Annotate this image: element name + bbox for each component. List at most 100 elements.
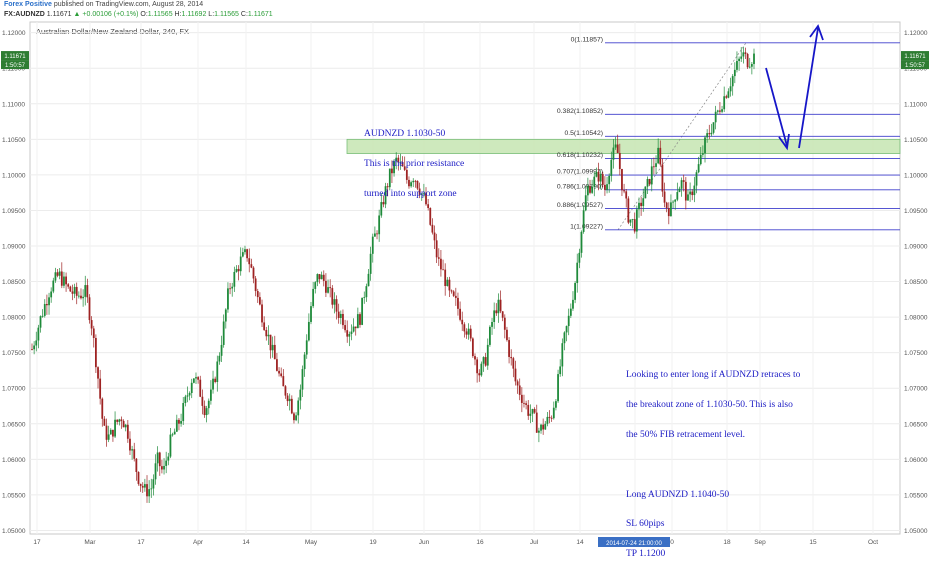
x-tick-label: May [305,539,318,546]
candle-body [271,344,274,351]
symbol-label[interactable]: FX:AUDNZD [4,11,45,18]
candle-body [616,144,619,153]
y-tick-label: 1.06000 [904,457,928,464]
candle-body [393,161,395,174]
candle-body [495,310,498,314]
candle-body [288,398,291,402]
candle-body [171,434,174,436]
candle-body [457,297,459,309]
candle-body [508,340,510,357]
author-link[interactable]: Forex Positive [4,1,52,8]
candle-body [623,190,625,192]
candle-body [736,61,738,70]
candle-body [192,378,195,383]
candle-body [514,368,517,382]
candle-body [137,471,140,484]
candle-body [659,147,662,165]
candle-body [399,162,402,163]
time-axis[interactable]: 17Mar17Apr14May19Jun16Jul1411018Sep15Oct… [33,537,878,547]
open-label: O: [140,11,148,18]
candle-body [252,267,255,279]
candle-body [638,202,640,210]
candle-body [286,395,289,402]
candle-body [335,299,338,312]
candle-body [725,96,728,98]
plan-line: the 50% FIB retracement level. [626,429,745,440]
candle-body [186,395,189,397]
y-tick-label: 1.05500 [2,492,26,499]
candle-body [350,331,353,334]
candle-body [437,257,440,259]
candle-body [182,402,185,422]
candle-body [178,419,180,424]
plot-area[interactable] [29,21,901,535]
candle-body [184,396,187,403]
y-tick-label: 1.11500 [904,66,927,73]
candle-body [86,285,89,298]
candle-body [484,357,487,366]
y-tick-label: 1.10500 [904,137,928,144]
y-tick-label: 1.07000 [2,386,26,393]
high-value: 1.11692 [181,11,207,18]
candle-body [273,344,276,360]
candle-body [529,413,532,416]
x-tick-label: 14 [576,539,584,546]
candle-body [325,280,327,293]
candle-body [327,287,329,293]
candle-body [738,58,740,62]
candle-body [691,191,694,196]
y-tick-label: 1.08000 [904,315,928,322]
candle-body [267,334,270,337]
candle-body [516,381,519,386]
candle-body [699,154,702,165]
candle-body [322,274,325,281]
y-tick-label: 1.07500 [904,350,928,357]
candle-body [65,276,67,285]
candle-body [733,69,736,77]
candle-body [73,286,76,294]
candle-body [429,207,432,225]
candle-body [582,210,585,232]
price-axis[interactable]: 1.05000 1.05000 1.05500 1.05500 1.06000 1.060… [2,30,928,535]
candle-body [290,398,293,414]
chart-header: Forex Positive published on TradingView.… [0,0,932,22]
candle-body [512,358,515,369]
candle-body [269,334,272,351]
countdown-tag [1,60,29,70]
candle-body [614,144,617,148]
candle-body [661,164,664,192]
candle-body [320,274,323,280]
fibonacci-levels[interactable]: 0(1.11857) 0.382(1.10852) 0.5(1.10542) 0.61… [557,36,900,230]
fib-level-label: 0.618(1.10232) [557,152,603,159]
candle-body [633,219,636,232]
candle-body [527,404,530,416]
x-tick-label: Oct [868,539,878,546]
candle-body [631,219,634,220]
candle-body [682,180,685,182]
candle-body [222,321,225,345]
candle-body [693,185,696,196]
y-tick-label: 1.10000 [904,172,928,179]
candle-body [197,377,200,380]
candle-body [43,303,46,316]
plan-line: Long AUDNZD 1.1040-50 [626,489,730,500]
candle-body [540,424,542,431]
candle-body [746,53,749,68]
price-chart[interactable]: Australian Dollar/New Zealand Dollar, 24… [0,0,932,550]
candle-body [655,163,657,167]
y-tick-label: 1.06500 [904,421,928,428]
candle-body [116,419,119,422]
last-price-value: 1.11671 [4,54,26,60]
candle-body [591,186,594,193]
candle-body [295,415,297,421]
candle-body [650,166,653,185]
x-tick-label: Apr [193,539,204,546]
candle-body [586,185,589,196]
candle-body [80,295,82,299]
candle-body [412,180,415,183]
support-zone [346,138,901,154]
candle-body [684,181,687,201]
candle-body [220,344,223,356]
publish-info: published on TradingView.com, August 28,… [53,1,204,8]
candle-body [371,236,374,254]
